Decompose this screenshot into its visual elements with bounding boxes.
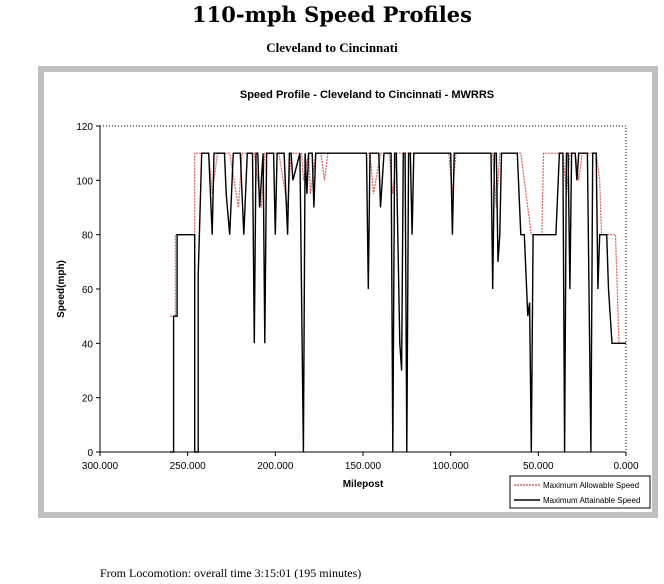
y-tick-label: 60 bbox=[82, 285, 94, 296]
x-tick-label: 150.000 bbox=[345, 461, 382, 472]
plot-area bbox=[99, 125, 627, 453]
footer-text: From Locomotion: overall time 3:15:01 (1… bbox=[100, 566, 362, 580]
series-line-attainable bbox=[170, 152, 626, 453]
speed-profile-chart: Speed Profile - Cleveland to Cincinnati … bbox=[56, 89, 651, 509]
x-tick-label: 250.000 bbox=[170, 461, 207, 472]
x-tick-label: 0.000 bbox=[613, 461, 638, 472]
x-tick-label: 300.000 bbox=[82, 461, 119, 472]
y-tick-label: 100 bbox=[76, 176, 93, 187]
y-tick-label: 40 bbox=[82, 339, 94, 350]
series-line-allowable bbox=[170, 152, 626, 344]
legend-box bbox=[509, 475, 651, 509]
x-axis-label: Milepost bbox=[343, 479, 384, 490]
y-tick-label: 120 bbox=[76, 122, 93, 133]
legend-label: Maximum Attainable Speed bbox=[543, 496, 640, 505]
chart-area: Speed Profile - Cleveland to Cincinnati … bbox=[44, 72, 652, 512]
y-axis-label: Speed(mph) bbox=[56, 260, 67, 318]
y-tick-label: 0 bbox=[87, 448, 93, 459]
y-tick-label: 20 bbox=[82, 394, 94, 405]
page-title: 110-mph Speed Profiles bbox=[192, 2, 472, 27]
x-tick-label: 50.000 bbox=[523, 461, 554, 472]
legend-label: Maximum Allowable Speed bbox=[543, 481, 639, 490]
x-tick-label: 100.000 bbox=[433, 461, 470, 472]
chart-title: Speed Profile - Cleveland to Cincinnati … bbox=[240, 89, 494, 101]
y-tick-label: 80 bbox=[82, 231, 94, 242]
x-tick-label: 200.000 bbox=[257, 461, 294, 472]
chart-frame: Speed Profile - Cleveland to Cincinnati … bbox=[38, 66, 658, 518]
page-subtitle: Cleveland to Cincinnati bbox=[266, 40, 398, 55]
